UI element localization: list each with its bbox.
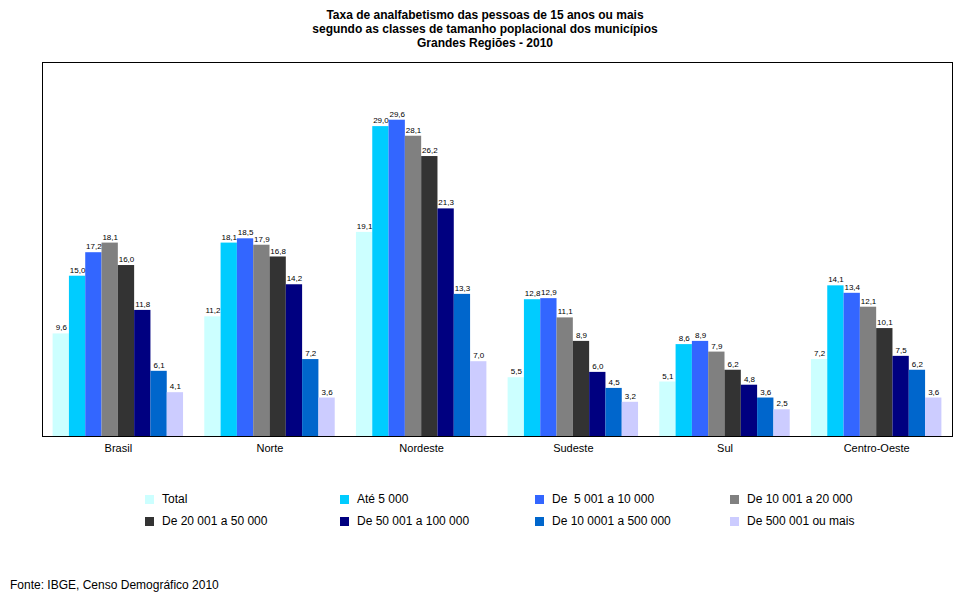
svg-text:7,2: 7,2 bbox=[814, 349, 826, 358]
svg-text:11,2: 11,2 bbox=[205, 306, 221, 315]
svg-text:28,1: 28,1 bbox=[406, 126, 422, 135]
svg-text:Centro-Oeste: Centro-Oeste bbox=[844, 442, 910, 454]
svg-text:7,5: 7,5 bbox=[896, 346, 908, 355]
svg-text:4,5: 4,5 bbox=[609, 378, 621, 387]
svg-text:18,1: 18,1 bbox=[102, 233, 118, 242]
svg-text:11,1: 11,1 bbox=[558, 307, 574, 316]
svg-text:4,8: 4,8 bbox=[744, 375, 756, 384]
svg-text:7,0: 7,0 bbox=[473, 351, 485, 360]
svg-text:9,6: 9,6 bbox=[56, 323, 68, 332]
svg-text:12,1: 12,1 bbox=[861, 297, 877, 306]
svg-text:Sudeste: Sudeste bbox=[553, 442, 593, 454]
svg-text:3,6: 3,6 bbox=[928, 388, 940, 397]
svg-text:Nordeste: Nordeste bbox=[399, 442, 444, 454]
html-text:De 20 001 a 50 000: De 20 001 a 50 000 bbox=[162, 514, 268, 528]
html-text:Até 5 000: Até 5 000 bbox=[357, 492, 409, 506]
html-text:Fonte: IBGE, Censo Demográfico: Fonte: IBGE, Censo Demográfico 2010 bbox=[10, 578, 219, 592]
svg-text:10,1: 10,1 bbox=[877, 318, 893, 327]
html-text:Grandes Regiões - 2010: Grandes Regiões - 2010 bbox=[417, 36, 553, 50]
svg-text:4,1: 4,1 bbox=[170, 382, 182, 391]
svg-text:3,6: 3,6 bbox=[322, 388, 334, 397]
svg-text:29,6: 29,6 bbox=[389, 110, 405, 119]
svg-text:6,2: 6,2 bbox=[912, 360, 924, 369]
svg-text:18,5: 18,5 bbox=[238, 228, 254, 237]
svg-text:5,5: 5,5 bbox=[511, 367, 523, 376]
svg-text:6,2: 6,2 bbox=[728, 360, 740, 369]
svg-text:17,9: 17,9 bbox=[254, 235, 270, 244]
svg-text:14,1: 14,1 bbox=[828, 275, 844, 284]
svg-text:16,8: 16,8 bbox=[270, 247, 286, 256]
svg-text:18,1: 18,1 bbox=[221, 233, 237, 242]
svg-text:11,8: 11,8 bbox=[135, 300, 151, 309]
html-text:De 50 001 a 100 000: De 50 001 a 100 000 bbox=[357, 514, 470, 528]
svg-text:3,2: 3,2 bbox=[625, 392, 637, 401]
html-text:De 10 001 a 20 000: De 10 001 a 20 000 bbox=[747, 492, 853, 506]
svg-text:Sul: Sul bbox=[717, 442, 733, 454]
svg-text:7,9: 7,9 bbox=[711, 342, 723, 351]
svg-text:13,4: 13,4 bbox=[844, 283, 860, 292]
svg-text:5,1: 5,1 bbox=[662, 372, 674, 381]
html-text:De 500 001 ou mais: De 500 001 ou mais bbox=[747, 514, 855, 528]
html-text:Taxa de analfabetismo das pess: Taxa de analfabetismo das pessoas de 15 … bbox=[326, 8, 644, 22]
svg-text:2,5: 2,5 bbox=[777, 399, 789, 408]
svg-text:Brasil: Brasil bbox=[105, 442, 133, 454]
svg-text:7,2: 7,2 bbox=[305, 349, 317, 358]
svg-text:Norte: Norte bbox=[257, 442, 284, 454]
svg-text:21,3: 21,3 bbox=[438, 198, 454, 207]
svg-text:12,8: 12,8 bbox=[525, 289, 541, 298]
html-text:Total: Total bbox=[162, 492, 188, 506]
svg-text:6,0: 6,0 bbox=[592, 362, 604, 371]
html-text:segundo as classes de tamanho: segundo as classes de tamanho poplaciona… bbox=[312, 22, 658, 36]
svg-text:8,6: 8,6 bbox=[679, 334, 691, 343]
svg-text:17,2: 17,2 bbox=[86, 242, 102, 251]
svg-text:19,1: 19,1 bbox=[357, 222, 373, 231]
html-text:De 5 001 a 10 000: De 5 001 a 10 000 bbox=[552, 492, 655, 506]
html-text:De 10 0001 a 500 000: De 10 0001 a 500 000 bbox=[552, 514, 671, 528]
svg-text:8,9: 8,9 bbox=[576, 331, 588, 340]
svg-text:12,9: 12,9 bbox=[541, 288, 557, 297]
svg-text:6,1: 6,1 bbox=[154, 361, 166, 370]
svg-text:26,2: 26,2 bbox=[422, 146, 438, 155]
svg-text:16,0: 16,0 bbox=[119, 255, 135, 264]
svg-text:15,0: 15,0 bbox=[70, 266, 86, 275]
svg-text:14,2: 14,2 bbox=[287, 274, 303, 283]
svg-text:3,6: 3,6 bbox=[760, 388, 772, 397]
svg-text:8,9: 8,9 bbox=[695, 331, 707, 340]
svg-text:29,0: 29,0 bbox=[373, 116, 389, 125]
svg-text:13,3: 13,3 bbox=[455, 284, 471, 293]
